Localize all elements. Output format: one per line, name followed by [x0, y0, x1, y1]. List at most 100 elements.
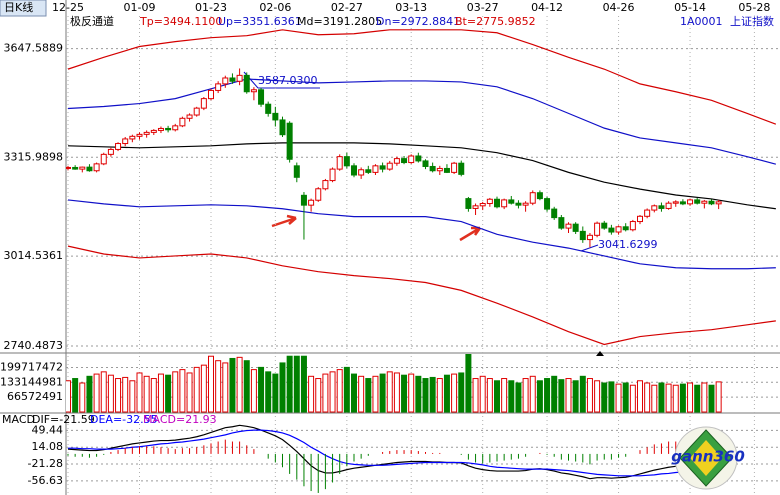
volume-bar — [522, 378, 529, 413]
volume-bar — [479, 375, 486, 413]
candle-body — [343, 156, 350, 167]
candle-body — [293, 165, 300, 178]
volume-bar — [658, 382, 665, 413]
volume-bar — [243, 360, 250, 413]
volume-bar — [115, 378, 122, 413]
volume-bar — [351, 373, 357, 413]
volume-bar — [436, 378, 443, 413]
logo-text[interactable]: gann360 — [671, 448, 745, 466]
candle-body — [379, 165, 386, 170]
candle-body — [701, 200, 708, 204]
volume-bar — [515, 382, 522, 413]
volume-bar — [265, 371, 272, 413]
volume-bar — [136, 372, 143, 413]
volume-bar — [393, 372, 400, 413]
candle-body — [665, 202, 672, 209]
legend-entry: DEA=-32.55 — [90, 413, 158, 426]
candle-body — [86, 166, 93, 172]
period-label[interactable]: 日K线 — [4, 0, 33, 14]
x-tick-label: 02-06 — [259, 1, 291, 14]
volume-bar — [529, 375, 536, 413]
volume-bar — [586, 378, 593, 413]
y-tick-label: 2740.4873 — [4, 339, 64, 352]
y-tick-label: 199717472 — [0, 360, 63, 373]
volume-bar — [336, 369, 343, 413]
volume-bar — [601, 382, 608, 413]
candle-body — [586, 234, 593, 241]
candle-body — [215, 83, 222, 91]
volume-bar — [665, 383, 672, 413]
candle-body — [79, 166, 86, 170]
volume-bar — [508, 380, 515, 413]
volume-bar — [429, 376, 436, 413]
volume-bar — [622, 382, 629, 413]
candle-body — [515, 202, 522, 206]
candle-body — [329, 168, 336, 182]
candle-body — [508, 199, 515, 204]
y-tick-label: 3647.5889 — [4, 42, 64, 55]
volume-bar — [558, 379, 565, 413]
channel-line — [67, 78, 777, 165]
candle-body — [150, 129, 157, 133]
x-tick-label: 01-09 — [124, 1, 156, 14]
volume-bar — [186, 372, 193, 413]
candle-body — [243, 74, 250, 93]
candle-body — [193, 107, 200, 116]
volume-bar — [615, 383, 622, 413]
candle-body — [615, 226, 622, 233]
candle-body — [651, 205, 658, 211]
candle-body — [622, 226, 629, 231]
candle-body — [279, 119, 286, 136]
legend-entry: MACD=21.93 — [143, 413, 217, 426]
stock-code: 1A0001 — [680, 15, 723, 28]
volume-bar — [122, 376, 129, 413]
volume-bar — [365, 378, 372, 413]
candle-body — [458, 162, 465, 175]
candle-body — [286, 122, 293, 160]
candle-body — [486, 198, 493, 205]
volume-bar — [258, 366, 265, 413]
candle-body — [229, 77, 236, 82]
candle-body — [250, 89, 257, 93]
candle-body — [93, 163, 100, 172]
candle-body — [536, 192, 543, 200]
y-tick-label: 3315.9898 — [4, 150, 64, 163]
volume-bar — [708, 384, 715, 413]
period-box[interactable] — [0, 0, 47, 17]
candle-body — [136, 133, 143, 137]
volume-bar — [222, 362, 229, 413]
volume-bar — [358, 375, 365, 413]
candle-body — [393, 158, 400, 164]
candle-body — [501, 199, 508, 208]
volume-bar — [458, 372, 465, 413]
candle-body — [186, 114, 193, 119]
volume-bar — [79, 382, 86, 413]
candle-body — [465, 198, 472, 209]
volume-bar — [286, 355, 293, 413]
x-tick-label: 03-27 — [467, 1, 499, 14]
macd-title: MACD — [2, 413, 35, 426]
volume-bar — [379, 373, 386, 413]
candle-body — [172, 125, 179, 131]
macd-plot — [67, 424, 720, 493]
x-tick-label: 04-26 — [603, 1, 635, 14]
candle-body — [336, 156, 343, 170]
channel-lines — [67, 29, 777, 346]
y-tick-label: -56.63 — [28, 474, 63, 487]
volume-bar — [315, 378, 322, 413]
candle-body — [422, 160, 429, 167]
volume-bar — [193, 366, 200, 413]
volume-bar — [165, 374, 172, 413]
candle-body — [694, 199, 701, 204]
volume-bar — [93, 373, 100, 413]
candle-body — [529, 192, 536, 204]
candle-body — [522, 202, 529, 206]
candle-body — [551, 208, 558, 219]
x-tick-label: 12-25 — [52, 1, 84, 14]
channel-line — [67, 199, 776, 270]
channel-line — [67, 245, 776, 346]
candle-body — [629, 221, 636, 231]
legend-entry: Bt=2775.9852 — [455, 15, 536, 28]
volume-bar — [715, 381, 722, 413]
volume-bar — [308, 375, 315, 413]
